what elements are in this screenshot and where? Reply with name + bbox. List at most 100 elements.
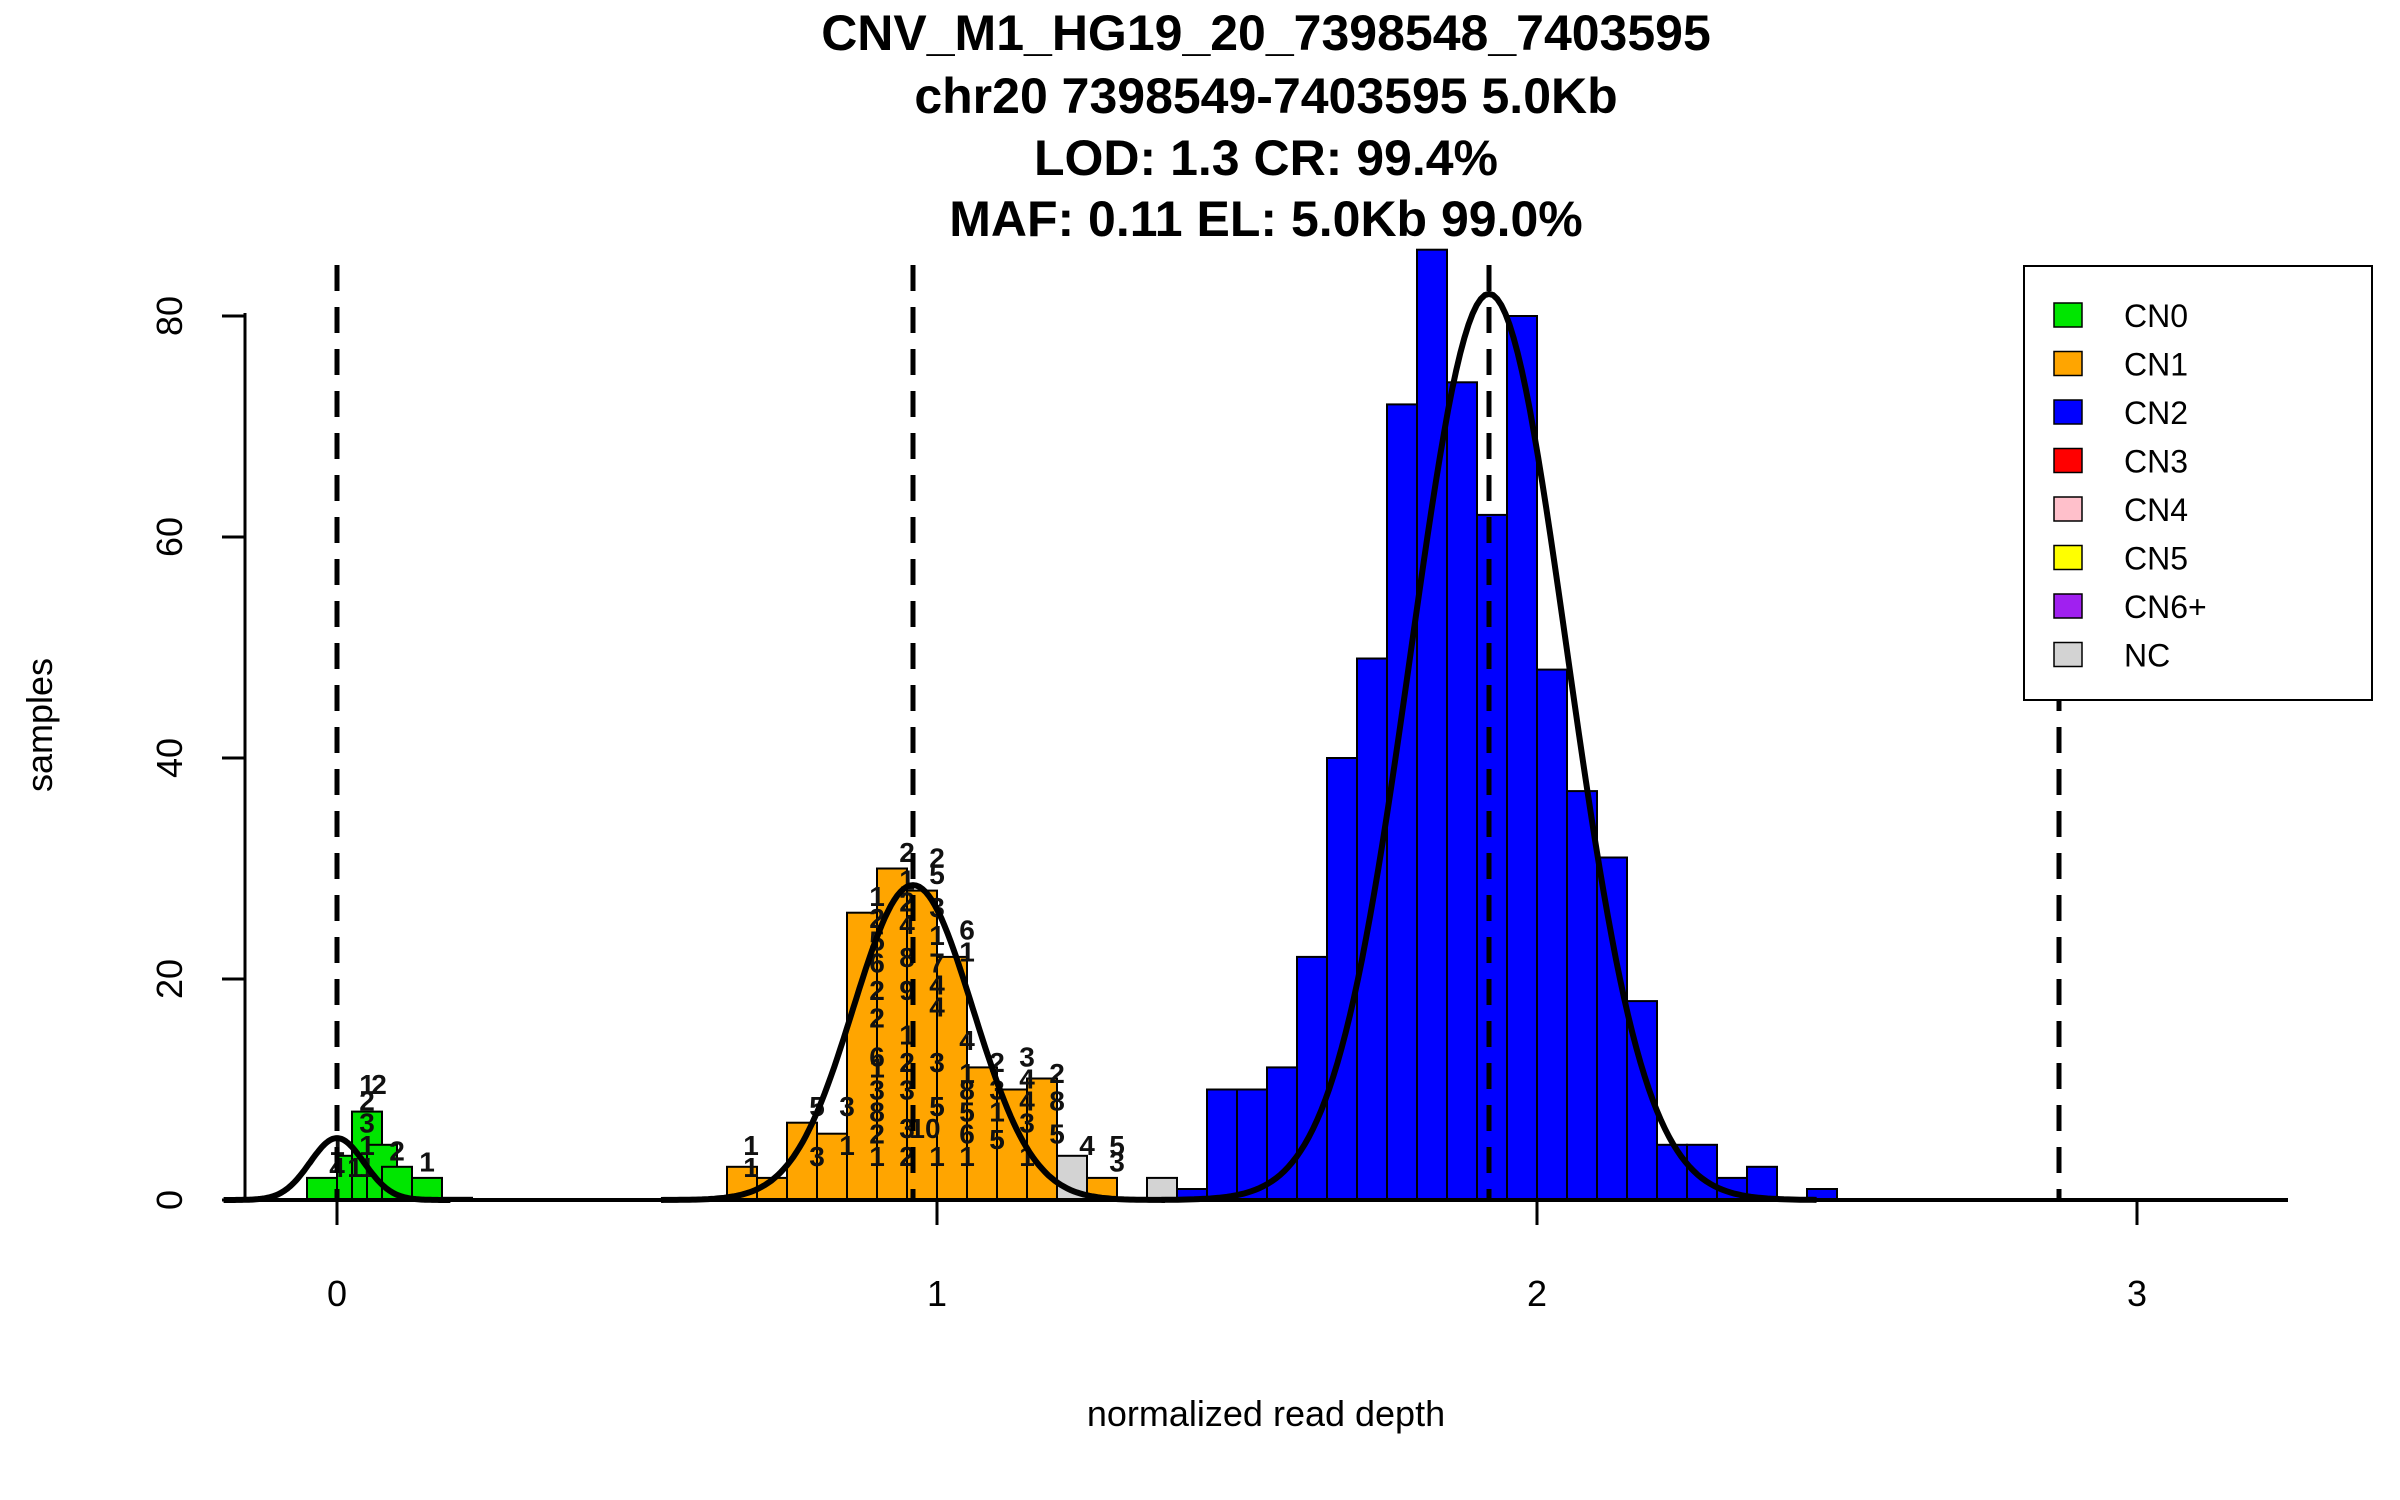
bar-count-label-11: 1 <box>743 1130 759 1161</box>
bar-count-label-27: 2 <box>869 1119 885 1150</box>
title-line-1: CNV_M1_HG19_20_7398548_7403595 <box>821 5 1711 61</box>
bar-count-label-5: 3 <box>359 1108 375 1139</box>
bar-count-label-47: 3 <box>929 1047 945 1078</box>
bar-count-label-56: 5 <box>959 1097 975 1128</box>
bar-count-label-21: 2 <box>869 975 885 1006</box>
legend-label-cn4: CN4 <box>2124 492 2188 528</box>
bar-count-label-6: 2 <box>359 1086 375 1117</box>
bar-cn2-32 <box>1506 315 1538 1201</box>
bar-cn2-35 <box>1596 856 1628 1201</box>
y-tick-label-80: 80 <box>149 296 190 336</box>
bar-count-label-8: 2 <box>371 1069 387 1100</box>
legend-label-cn1: CN1 <box>2124 347 2188 383</box>
bar-count-label-7: 1 <box>359 1069 375 1100</box>
bar-cn2-27 <box>1356 657 1388 1201</box>
legend-label-cn5: CN5 <box>2124 541 2188 577</box>
legend-swatch-cn3 <box>2053 447 2083 474</box>
x-tick-label-3: 3 <box>2127 1273 2147 1314</box>
bar-count-label-44: 7 <box>929 947 945 978</box>
bar-cn2-23 <box>1236 1088 1268 1201</box>
legend-label-cn0: CN0 <box>2124 298 2188 334</box>
y-axis-label: samples <box>19 658 60 792</box>
bar-cn1-15 <box>966 1066 998 1202</box>
bar-count-label-16: 1 <box>839 1130 855 1161</box>
bar-count-label-64: 4 <box>1019 1064 1035 1095</box>
bar-count-label-50: 1 <box>929 1141 945 1172</box>
y-tick-label-20: 20 <box>149 959 190 999</box>
legend-box <box>2023 265 2373 701</box>
bar-cn2-33 <box>1536 668 1568 1201</box>
bar-count-label-15: 3 <box>839 1091 855 1122</box>
chart-title: CNV_M1_HG19_20_7398548_7403595 chr20 739… <box>821 5 1711 247</box>
legend-swatch-cn0 <box>2053 302 2083 328</box>
title-line-4: MAF: 0.11 EL: 5.0Kb 99.0% <box>949 191 1583 247</box>
legend-swatch-cn6plus <box>2053 593 2083 619</box>
bar-count-label-41: 5 <box>929 859 945 890</box>
x-tick-label-2: 2 <box>1527 1273 1547 1314</box>
legend-swatch-cn5 <box>2053 544 2083 571</box>
bar-count-label-52: 1 <box>959 936 975 967</box>
legend-label-cn6plus: CN6+ <box>2124 589 2207 625</box>
legend-swatch-nc <box>2053 641 2083 668</box>
bar-count-label-25: 3 <box>869 1075 885 1106</box>
bar-count-label-67: 1 <box>1019 1141 1035 1172</box>
legend-swatch-cn1 <box>2053 350 2083 377</box>
bar-count-label-22: 2 <box>869 1003 885 1034</box>
legend-items: CN0 CN1 CN2 CN3 CN4 CN5 CN6+ NC <box>2053 298 2207 674</box>
bar-count-label-62: 5 <box>989 1124 1005 1155</box>
legend: CN0 CN1 CN2 CN3 CN4 CN5 CN6+ NC <box>2023 265 2373 701</box>
bar-cn2-26 <box>1326 757 1358 1201</box>
bar-count-label-28: 1 <box>869 1141 885 1172</box>
bar-count-label-65: 4 <box>1019 1086 1035 1117</box>
bar-count-label-61: 1 <box>989 1097 1005 1128</box>
bar-count-label-26: 8 <box>869 1097 885 1128</box>
legend-swatch-cn4 <box>2053 496 2083 522</box>
x-axis-ticks: 0 1 2 3 <box>327 1200 2147 1314</box>
bar-count-label-54: 1 <box>959 1058 975 1089</box>
bar-count-label-51: 6 <box>959 914 975 945</box>
density-curve-1 <box>660 882 1166 1203</box>
bar-count-label-58: 1 <box>959 1141 975 1172</box>
bar-cn2-29 <box>1416 248 1448 1201</box>
bar-count-label-17: 1 <box>869 881 885 912</box>
bar-count-label-24: 1 <box>869 1052 885 1083</box>
bar-count-label-63: 3 <box>1019 1041 1035 1072</box>
bar-count-label-55: 8 <box>959 1075 975 1106</box>
bar-count-label-71: 4 <box>1079 1130 1095 1161</box>
x-tick-label-0: 0 <box>327 1273 347 1314</box>
bar-count-label-23: 6 <box>869 1041 885 1072</box>
bar-cn2-31 <box>1476 513 1508 1201</box>
bar-count-label-72: 5 <box>1109 1130 1125 1161</box>
bar-count-label-43: 1 <box>929 920 945 951</box>
bar-count-label-46: 4 <box>929 992 945 1023</box>
bar-count-label-40: 2 <box>929 843 945 874</box>
bar-count-label-14: 3 <box>809 1141 825 1172</box>
bar-count-label-73: 3 <box>1109 1146 1125 1177</box>
bar-count-label-69: 8 <box>1049 1086 1065 1117</box>
bar-cn2-25 <box>1296 955 1328 1202</box>
title-line-2: chr20 7398549-7403595 5.0Kb <box>914 68 1617 124</box>
legend-swatch-cn2 <box>2053 399 2083 425</box>
bar-count-label-48: 5 <box>929 1091 945 1122</box>
y-tick-label-0: 0 <box>149 1190 190 1210</box>
legend-label-cn2: CN2 <box>2124 395 2188 431</box>
bar-count-label-10: 1 <box>419 1146 435 1177</box>
bar-count-label-53: 4 <box>959 1025 975 1056</box>
x-axis-label: normalized read depth <box>1087 1393 1445 1434</box>
y-axis-ticks: 0 20 40 60 80 <box>149 296 245 1210</box>
legend-label-cn3: CN3 <box>2124 444 2188 480</box>
density-curve-2 <box>1161 290 1817 1203</box>
bar-cn2-22 <box>1206 1088 1238 1201</box>
y-tick-label-60: 60 <box>149 517 190 557</box>
y-tick-label-40: 40 <box>149 738 190 778</box>
copy-number-reference-lines <box>334 265 2062 1200</box>
title-line-3: LOD: 1.3 CR: 99.4% <box>1034 130 1498 186</box>
bar-nc-20 <box>1146 1176 1178 1202</box>
bar-cn2-34 <box>1566 790 1598 1201</box>
bar-cn2-30 <box>1446 381 1478 1201</box>
legend-label-nc: NC <box>2124 638 2170 674</box>
bar-count-label-70: 5 <box>1049 1119 1065 1150</box>
bar-count-label-57: 6 <box>959 1119 975 1150</box>
